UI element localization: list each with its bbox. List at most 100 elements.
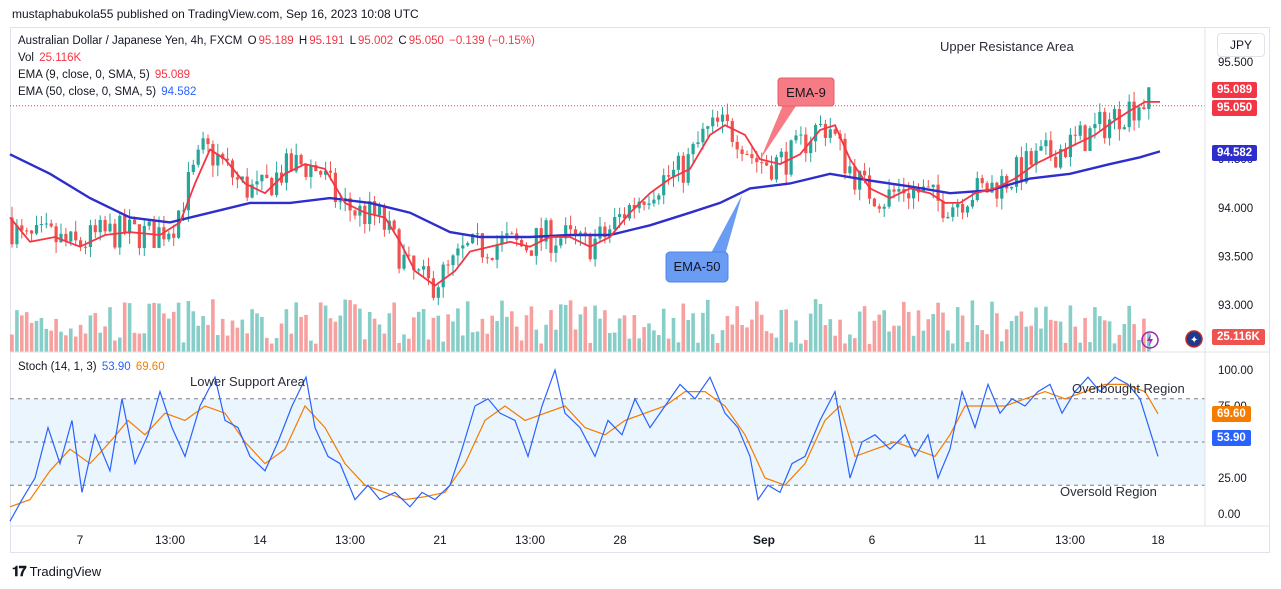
candle-body bbox=[44, 223, 48, 225]
candle-body bbox=[1010, 186, 1014, 189]
chart-frame[interactable] bbox=[10, 27, 1270, 553]
volume-legend[interactable]: Vol 25.116K bbox=[18, 52, 83, 64]
time-tick-label: 13:00 bbox=[1055, 533, 1085, 547]
volume-bar bbox=[559, 304, 563, 352]
candle-body bbox=[799, 134, 803, 136]
candle-body bbox=[436, 287, 440, 298]
volume-bar bbox=[470, 332, 475, 352]
symbol-title: Australian Dollar / Japanese Yen, 4h, FX… bbox=[18, 35, 243, 47]
candle-body bbox=[912, 188, 916, 199]
volume-bar bbox=[167, 318, 171, 352]
volume-bar bbox=[348, 300, 352, 352]
candle-body bbox=[622, 214, 627, 219]
volume-bar bbox=[911, 335, 916, 352]
volume-bar bbox=[897, 325, 901, 352]
candle-body bbox=[466, 243, 470, 246]
candle-body bbox=[809, 141, 813, 154]
candle-body bbox=[872, 198, 876, 207]
candle-body bbox=[632, 204, 636, 209]
volume-bar bbox=[887, 331, 891, 352]
candle-body bbox=[245, 176, 249, 198]
volume-bar bbox=[480, 318, 485, 352]
volume-bar bbox=[544, 324, 548, 352]
volume-bar bbox=[206, 324, 210, 352]
candle-body bbox=[1063, 149, 1068, 158]
close-label: C bbox=[398, 35, 407, 47]
candle-body bbox=[20, 225, 24, 231]
volume-bar bbox=[93, 312, 98, 352]
change-value: −0.139 (−0.15%) bbox=[449, 35, 535, 47]
volume-bar bbox=[843, 343, 847, 352]
candle-body bbox=[657, 195, 661, 200]
volume-bar bbox=[1107, 321, 1112, 352]
candle-body bbox=[848, 166, 852, 174]
candle-body bbox=[750, 154, 754, 159]
candle-body bbox=[54, 226, 58, 243]
volume-bar bbox=[784, 309, 788, 352]
ema50-callout-text: EMA-50 bbox=[673, 259, 721, 274]
candle-body bbox=[573, 229, 578, 237]
candle-body bbox=[500, 235, 504, 245]
candle-body bbox=[784, 151, 788, 175]
candle-body bbox=[142, 225, 146, 249]
volume-bar bbox=[39, 318, 44, 352]
stoch-d-value: 69.60 bbox=[135, 361, 165, 373]
volume-bar bbox=[534, 329, 539, 352]
candle-body bbox=[745, 154, 749, 156]
symbol-legend[interactable]: Australian Dollar / Japanese Yen, 4h, FX… bbox=[18, 35, 537, 47]
price-tick-label: 93.000 bbox=[1218, 300, 1253, 312]
stoch-k-badge: 53.90 bbox=[1212, 430, 1251, 446]
candle-body bbox=[1098, 111, 1102, 125]
candle-body bbox=[892, 189, 896, 192]
volume-bar bbox=[975, 325, 980, 352]
volume-bar bbox=[250, 309, 254, 352]
volume-bar bbox=[186, 301, 191, 352]
candle-body bbox=[206, 138, 210, 145]
volume-bar bbox=[505, 316, 509, 352]
lightning-icon bbox=[1147, 334, 1153, 346]
time-tick-label: 21 bbox=[433, 533, 447, 547]
volume-bar bbox=[162, 313, 166, 352]
volume-bar bbox=[524, 315, 529, 352]
volume-bar bbox=[951, 343, 955, 352]
volume-bar bbox=[279, 323, 284, 352]
volume-bar bbox=[794, 320, 798, 352]
candle-body bbox=[103, 219, 107, 232]
upper-resistance-label: Upper Resistance Area bbox=[940, 39, 1074, 54]
volume-bar bbox=[44, 328, 49, 352]
candle-body bbox=[240, 176, 244, 180]
footer-brand[interactable]: 𝟏𝟕 TradingView bbox=[12, 563, 101, 580]
candle-body bbox=[735, 141, 739, 150]
candle-body bbox=[524, 246, 529, 251]
stoch-tick-label: 0.00 bbox=[1218, 509, 1240, 521]
ema9-legend[interactable]: EMA (9, close, 0, SMA, 5) 95.089 bbox=[18, 69, 192, 81]
volume-bar bbox=[137, 333, 142, 352]
volume-bar bbox=[353, 304, 357, 352]
volume-bar bbox=[358, 308, 362, 352]
volume-bar bbox=[1034, 307, 1038, 352]
volume-bar bbox=[985, 334, 989, 352]
volume-bar bbox=[931, 313, 935, 352]
candle-body bbox=[235, 177, 239, 180]
candle-body bbox=[132, 219, 137, 225]
volume-bar bbox=[725, 315, 730, 352]
time-tick-label: Sep bbox=[753, 533, 775, 547]
stoch-legend[interactable]: Stoch (14, 1, 3) 53.90 69.60 bbox=[18, 361, 167, 373]
candle-body bbox=[720, 114, 725, 122]
volume-bar bbox=[1024, 326, 1029, 352]
candle-body bbox=[652, 199, 656, 204]
ema50-legend[interactable]: EMA (50, close, 0, SMA, 5) 94.582 bbox=[18, 86, 198, 98]
volume-bar bbox=[318, 302, 323, 352]
volume-bar bbox=[833, 335, 837, 352]
candle-body bbox=[985, 183, 989, 193]
volume-bar bbox=[676, 342, 681, 352]
volume-bar bbox=[265, 337, 269, 352]
candle-body bbox=[451, 255, 455, 266]
volume-bar bbox=[848, 334, 852, 352]
time-tick-label: 7 bbox=[77, 533, 84, 547]
currency-selector[interactable]: JPY bbox=[1217, 33, 1265, 57]
candle-body bbox=[931, 184, 935, 188]
candle-body bbox=[544, 220, 548, 242]
time-tick-label: 13:00 bbox=[335, 533, 365, 547]
